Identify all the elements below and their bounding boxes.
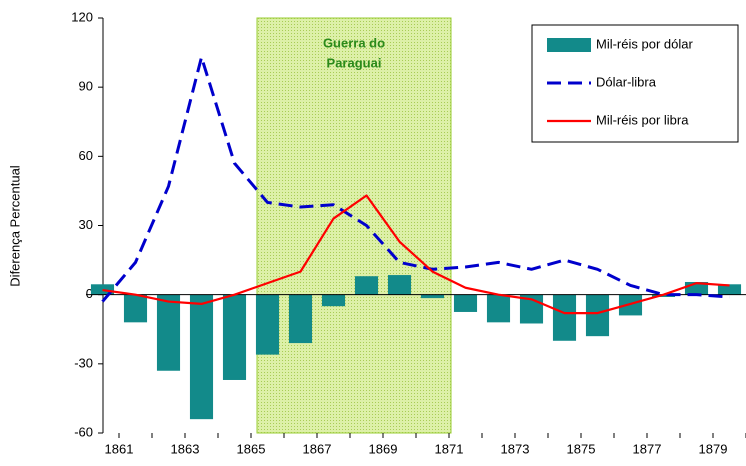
x-tick-label: 1873 (501, 441, 530, 456)
bar (255, 294, 280, 355)
y-tick-label: -60 (74, 424, 93, 439)
annotation-region (256, 17, 452, 434)
bar (387, 275, 412, 295)
bar (717, 284, 742, 295)
bar (420, 294, 445, 299)
bar (123, 294, 148, 323)
x-tick-label: 1879 (699, 441, 728, 456)
annotation-text: Guerra do (323, 35, 385, 50)
line (102, 194, 730, 315)
x-tick-label: 1871 (435, 441, 464, 456)
bar (354, 276, 379, 295)
legend-label: Mil-réis por dólar (596, 36, 693, 51)
bar (486, 294, 511, 323)
bar (585, 294, 610, 337)
line (101, 55, 730, 303)
x-tick-label: 1867 (303, 441, 332, 456)
bar (552, 294, 577, 341)
bar (156, 294, 181, 371)
x-tick-label: 1861 (105, 441, 134, 456)
bar (618, 294, 643, 316)
annotation-text: Paraguai (327, 55, 382, 70)
legend-label: Dólar-libra (596, 74, 657, 89)
bar (90, 284, 115, 295)
y-tick-label: 0 (86, 286, 93, 301)
bar (453, 294, 478, 312)
x-tick-label: 1877 (633, 441, 662, 456)
bar (288, 294, 313, 344)
y-tick-label: 60 (79, 148, 93, 163)
y-tick-label: 90 (79, 79, 93, 94)
legend-swatch (547, 38, 591, 52)
x-tick-label: 1863 (171, 441, 200, 456)
bar (321, 294, 346, 307)
bar (222, 294, 247, 380)
y-tick-label: 30 (79, 217, 93, 232)
legend-label: Mil-réis por libra (596, 112, 689, 127)
x-tick-label: 1869 (369, 441, 398, 456)
y-tick-label: -30 (74, 355, 93, 370)
y-tick-label: 120 (71, 9, 93, 24)
x-tick-label: 1875 (567, 441, 596, 456)
bar (651, 294, 676, 297)
x-tick-label: 1865 (237, 441, 266, 456)
bar (189, 294, 214, 420)
y-axis-label: Diferença Percentual (7, 165, 22, 287)
